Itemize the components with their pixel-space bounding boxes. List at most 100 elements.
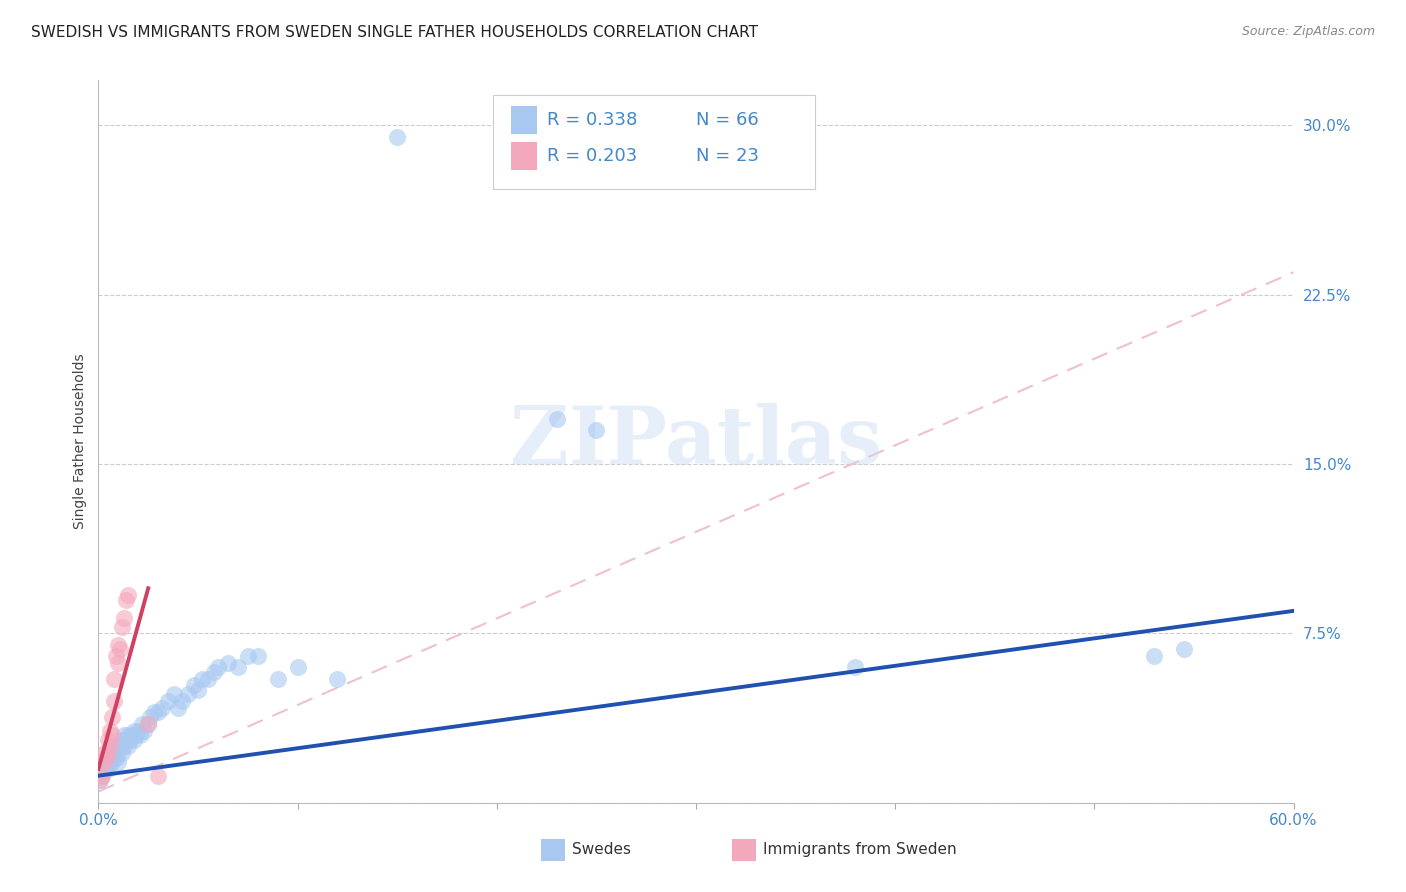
Point bbox=[267, 672, 290, 686]
Point bbox=[124, 732, 146, 747]
Point bbox=[89, 773, 111, 788]
Point bbox=[546, 412, 568, 426]
Point bbox=[103, 694, 125, 708]
Point bbox=[844, 660, 866, 674]
Point bbox=[177, 687, 200, 701]
Point bbox=[127, 723, 149, 738]
Point bbox=[98, 746, 122, 760]
Point bbox=[101, 728, 124, 742]
Point bbox=[136, 716, 159, 731]
Point bbox=[124, 723, 146, 738]
Point bbox=[96, 750, 118, 764]
Bar bbox=[733, 838, 756, 861]
Text: Source: ZipAtlas.com: Source: ZipAtlas.com bbox=[1241, 25, 1375, 38]
Point bbox=[136, 716, 159, 731]
Point bbox=[101, 755, 124, 769]
Point bbox=[134, 723, 156, 738]
Point bbox=[191, 672, 214, 686]
Bar bbox=[510, 143, 537, 169]
Y-axis label: Single Father Households: Single Father Households bbox=[73, 354, 87, 529]
Point bbox=[131, 716, 153, 731]
Point bbox=[91, 769, 114, 783]
Point bbox=[111, 732, 134, 747]
Point bbox=[107, 638, 129, 652]
Point bbox=[105, 739, 128, 754]
Point bbox=[287, 660, 309, 674]
Point bbox=[163, 687, 186, 701]
Point bbox=[97, 732, 120, 747]
Point bbox=[246, 648, 269, 663]
Point bbox=[89, 773, 111, 788]
Point bbox=[107, 656, 129, 670]
Point bbox=[98, 739, 122, 754]
Point bbox=[98, 755, 122, 769]
Point bbox=[105, 648, 128, 663]
Point bbox=[103, 672, 125, 686]
Point bbox=[105, 750, 128, 764]
Point bbox=[117, 739, 139, 754]
Point bbox=[93, 755, 115, 769]
Point bbox=[139, 710, 162, 724]
Point bbox=[93, 746, 115, 760]
Point bbox=[226, 660, 249, 674]
Bar bbox=[510, 106, 537, 134]
Point bbox=[111, 620, 134, 634]
Point bbox=[115, 592, 138, 607]
Point bbox=[236, 648, 259, 663]
Point bbox=[97, 746, 120, 760]
Point bbox=[197, 672, 219, 686]
Point bbox=[107, 746, 129, 760]
Point bbox=[585, 423, 607, 437]
Point bbox=[148, 769, 170, 783]
Text: SWEDISH VS IMMIGRANTS FROM SWEDEN SINGLE FATHER HOUSEHOLDS CORRELATION CHART: SWEDISH VS IMMIGRANTS FROM SWEDEN SINGLE… bbox=[31, 25, 758, 40]
Point bbox=[97, 762, 120, 776]
Point bbox=[129, 728, 152, 742]
Bar bbox=[541, 838, 565, 861]
Point bbox=[107, 737, 129, 751]
Point bbox=[167, 701, 190, 715]
Point bbox=[143, 706, 166, 720]
Point bbox=[101, 746, 124, 760]
Point bbox=[101, 710, 124, 724]
Point bbox=[157, 694, 180, 708]
Point bbox=[125, 728, 148, 742]
Point bbox=[1143, 648, 1166, 663]
Point bbox=[117, 728, 139, 742]
Point bbox=[217, 656, 239, 670]
Text: R = 0.338: R = 0.338 bbox=[547, 111, 637, 129]
Point bbox=[120, 732, 142, 747]
Point bbox=[96, 760, 118, 774]
Point bbox=[98, 723, 122, 738]
Point bbox=[111, 746, 134, 760]
Point bbox=[103, 741, 125, 756]
Point bbox=[115, 732, 138, 747]
Point bbox=[93, 755, 115, 769]
Text: N = 66: N = 66 bbox=[696, 111, 759, 129]
Point bbox=[91, 769, 114, 783]
Text: Swedes: Swedes bbox=[572, 842, 631, 857]
Point bbox=[93, 764, 115, 779]
Point bbox=[107, 755, 129, 769]
Text: R = 0.203: R = 0.203 bbox=[547, 147, 637, 165]
Point bbox=[110, 739, 132, 754]
Point bbox=[110, 642, 132, 657]
Point bbox=[207, 660, 229, 674]
Point bbox=[117, 588, 139, 602]
Point bbox=[187, 682, 209, 697]
Point bbox=[112, 610, 135, 624]
Point bbox=[96, 750, 118, 764]
Point bbox=[97, 746, 120, 760]
Point bbox=[148, 706, 170, 720]
Point bbox=[112, 739, 135, 754]
Point bbox=[103, 750, 125, 764]
FancyBboxPatch shape bbox=[494, 95, 815, 189]
Point bbox=[112, 728, 135, 742]
Point bbox=[385, 129, 409, 144]
Point bbox=[326, 672, 349, 686]
Text: Immigrants from Sweden: Immigrants from Sweden bbox=[763, 842, 956, 857]
Point bbox=[121, 728, 143, 742]
Point bbox=[1173, 642, 1195, 657]
Text: N = 23: N = 23 bbox=[696, 147, 759, 165]
Text: ZIPatlas: ZIPatlas bbox=[510, 402, 882, 481]
Point bbox=[172, 694, 194, 708]
